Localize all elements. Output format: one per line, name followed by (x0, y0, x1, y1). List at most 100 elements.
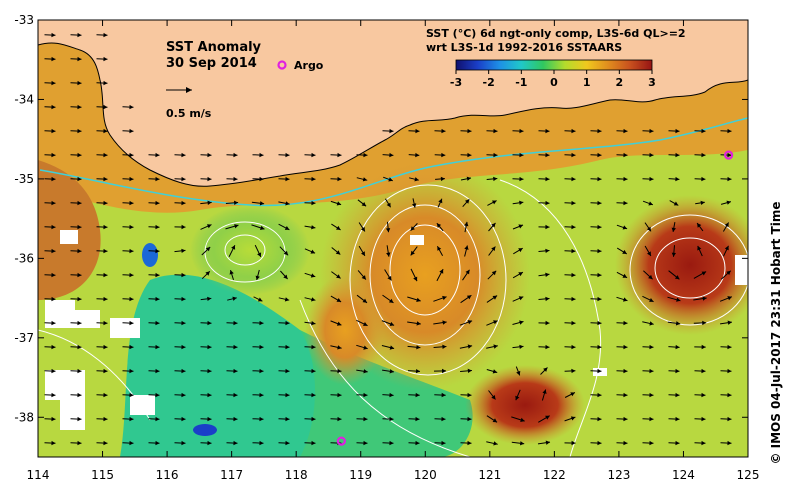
velocity-arrow-head (336, 298, 342, 302)
velocity-arrow-head (129, 440, 134, 446)
velocity-arrow-head (129, 368, 134, 374)
velocity-arrow-head (232, 296, 237, 301)
velocity-arrow-head (622, 225, 628, 230)
velocity-arrow-head (233, 344, 238, 350)
velocity-arrow-head (155, 440, 160, 446)
colorbar-ticks: -3 -2 -1 0 1 2 3 (450, 70, 656, 89)
velocity-arrow-head (518, 296, 524, 301)
velocity-arrow-head (543, 367, 548, 372)
velocity-arrow-head (259, 152, 264, 158)
colorbar-tick-label: -3 (450, 76, 462, 89)
velocity-arrow-head (181, 200, 186, 206)
velocity-arrow-head (412, 203, 417, 208)
velocity-arrow-head (257, 297, 263, 302)
velocity-arrow-head (363, 440, 368, 446)
velocity-arrow-head (701, 416, 706, 422)
velocity-arrow-head (255, 275, 260, 280)
velocity-arrow-head (181, 440, 186, 446)
velocity-arrow-head (103, 296, 108, 302)
product-line-2: wrt L3S-1d 1992-2016 SSTAARS (426, 41, 622, 54)
velocity-arrow-head (229, 270, 234, 275)
velocity-arrow-head (389, 321, 395, 326)
velocity-arrow-head (571, 368, 576, 374)
shelf-current-line (39, 117, 748, 207)
velocity-arrow-head (361, 275, 366, 280)
velocity-arrow-head (622, 249, 627, 254)
y-tick-label: -34 (14, 92, 34, 106)
velocity-arrow-head (623, 320, 628, 326)
velocity-arrow-head (207, 416, 212, 422)
velocity-arrow-head (387, 275, 392, 281)
velocity-arrow-head (311, 176, 316, 182)
colorbar-bar (455, 59, 653, 71)
velocity-arrow-head (77, 440, 82, 446)
argo-legend-label: Argo (294, 59, 324, 72)
velocity-arrow-head (129, 248, 134, 254)
velocity-arrow-head (363, 416, 368, 422)
velocity-arrow-head (545, 272, 550, 277)
velocity-arrow-head (363, 152, 368, 158)
velocity-arrow-head (234, 224, 239, 229)
velocity-arrow-head (493, 320, 498, 325)
velocity-arrow-head (439, 269, 444, 274)
velocity-arrow-head (207, 320, 212, 326)
velocity-arrow-head (51, 224, 56, 230)
velocity-arrow-head (727, 368, 732, 374)
velocity-arrow-head (467, 344, 473, 349)
velocity-arrow-head (727, 152, 732, 158)
velocity-arrow-head (415, 440, 420, 446)
velocity-arrow-head (311, 321, 316, 326)
velocity-arrow-head (727, 392, 732, 398)
velocity-arrow-head (727, 320, 732, 325)
velocity-arrow-head (701, 128, 706, 134)
velocity-arrow-head (129, 152, 134, 158)
velocity-arrow-head (649, 392, 654, 398)
velocity-arrow-head (440, 176, 445, 182)
velocity-arrow-head (77, 344, 82, 350)
velocity-arrow-head (129, 344, 134, 350)
colorbar-tick-label: 0 (550, 76, 558, 89)
velocity-arrow-head (647, 251, 651, 256)
velocity-arrow-head (516, 370, 521, 376)
velocity-arrow-head (181, 272, 186, 278)
velocity-arrow-head (597, 416, 602, 422)
warm-patch-mid (305, 275, 385, 385)
velocity-arrow-head (389, 440, 394, 446)
velocity-arrow-head (207, 224, 212, 229)
velocity-arrow-head (727, 440, 732, 446)
velocity-arrow-head (51, 392, 56, 398)
velocity-arrow-head (491, 270, 497, 276)
velocity-arrow-head (724, 222, 729, 228)
x-tick-label: 118 (285, 468, 308, 482)
velocity-arrow-head (646, 226, 651, 232)
velocity-arrow-head (649, 128, 654, 134)
velocity-arrow-head (545, 128, 550, 134)
velocity-arrow-head (464, 221, 469, 227)
velocity-arrow-head (415, 416, 420, 422)
velocity-arrow-head (701, 176, 706, 182)
velocity-arrow-head (388, 298, 394, 303)
x-tick-label: 125 (737, 468, 760, 482)
velocity-arrow-head (337, 152, 342, 158)
velocity-arrow-head (77, 248, 82, 254)
velocity-arrow-head (675, 344, 680, 350)
velocity-arrow-head (467, 320, 473, 325)
velocity-arrow-head (233, 416, 238, 422)
velocity-arrow-head (77, 416, 82, 422)
velocity-arrow-head (361, 251, 365, 256)
velocity-arrow-head (284, 297, 290, 302)
velocity-arrow-head (207, 368, 212, 374)
velocity-arrow-head (336, 274, 341, 279)
velocity-arrow-head (702, 296, 707, 301)
velocity-arrow-head (155, 296, 160, 302)
y-tick-label: -35 (14, 172, 34, 186)
velocity-arrow-head (675, 321, 681, 326)
velocity-arrow-head (493, 441, 498, 446)
x-tick-label: 120 (414, 468, 437, 482)
velocity-arrow-head (441, 392, 446, 398)
velocity-arrow-head (311, 392, 316, 398)
velocity-arrow-head (545, 176, 550, 182)
velocity-arrow-head (416, 345, 421, 350)
velocity-arrow-head (337, 416, 342, 422)
